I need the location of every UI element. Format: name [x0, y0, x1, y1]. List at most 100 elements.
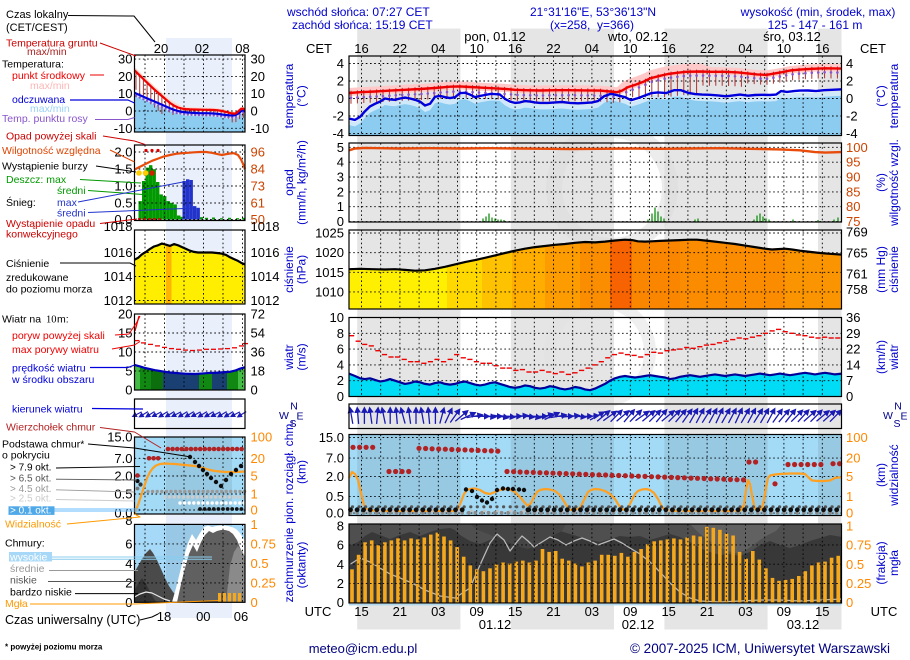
- svg-text:72: 72: [251, 307, 265, 322]
- svg-text:(mm Hg): (mm Hg): [874, 246, 888, 293]
- svg-text:UTC: UTC: [871, 604, 898, 619]
- svg-text:(%): (%): [874, 173, 888, 192]
- svg-text:S: S: [893, 418, 900, 430]
- svg-text:(hPa): (hPa): [295, 255, 309, 284]
- svg-text:2.0: 2.0: [114, 469, 132, 484]
- svg-text:75: 75: [846, 214, 860, 229]
- svg-text:konwekcyjnego: konwekcyjnego: [6, 229, 78, 241]
- svg-text:4: 4: [337, 155, 344, 170]
- svg-text:30: 30: [118, 52, 132, 67]
- svg-text:zachód słońca: 15:19 CET: zachód słońca: 15:19 CET: [292, 18, 433, 32]
- svg-text:0.5: 0.5: [326, 489, 344, 504]
- svg-text:16: 16: [354, 41, 368, 56]
- svg-text:1014: 1014: [251, 269, 280, 284]
- svg-text:8: 8: [337, 518, 344, 533]
- svg-text:(m/s): (m/s): [295, 343, 309, 370]
- svg-text:73: 73: [251, 179, 265, 194]
- svg-text:Czas lokalny: Czas lokalny: [6, 9, 69, 21]
- svg-text:36: 36: [846, 310, 860, 325]
- svg-text:4: 4: [125, 556, 132, 571]
- svg-text:(°C): (°C): [295, 85, 309, 106]
- svg-text:18: 18: [157, 609, 171, 624]
- svg-text:-2: -2: [332, 109, 344, 124]
- svg-text:0: 0: [251, 503, 258, 518]
- svg-text:03.12: 03.12: [787, 617, 820, 632]
- svg-text:8: 8: [337, 326, 344, 341]
- svg-text:5: 5: [251, 469, 258, 484]
- svg-text:0.25: 0.25: [251, 575, 276, 590]
- svg-text:4: 4: [337, 557, 344, 572]
- svg-text:0: 0: [337, 91, 344, 106]
- svg-text:8: 8: [125, 513, 132, 528]
- svg-text:(oktanty): (oktanty): [295, 542, 309, 589]
- svg-text:765: 765: [846, 246, 868, 261]
- svg-text:2: 2: [337, 373, 344, 388]
- svg-text:22: 22: [846, 342, 860, 357]
- svg-text:bardzo niskie: bardzo niskie: [10, 587, 72, 599]
- svg-text:21: 21: [393, 604, 407, 619]
- svg-text:Widzialność: Widzialność: [5, 519, 61, 531]
- svg-text:E: E: [900, 411, 907, 423]
- svg-text:15.0: 15.0: [319, 430, 344, 445]
- svg-text:100: 100: [846, 140, 868, 155]
- svg-text:1016: 1016: [251, 245, 280, 260]
- svg-text:0.5: 0.5: [114, 196, 132, 211]
- svg-text:-4: -4: [332, 126, 344, 141]
- svg-text:średnie: średnie: [10, 563, 45, 575]
- svg-text:2: 2: [337, 74, 344, 89]
- svg-text:1012: 1012: [104, 293, 133, 308]
- svg-text:wiatr: wiatr: [887, 344, 901, 370]
- svg-text:pon, 01.12: pon, 01.12: [464, 29, 525, 44]
- svg-text:758: 758: [846, 282, 868, 297]
- svg-text:2: 2: [337, 576, 344, 591]
- svg-text:Wierzchołek chmur: Wierzchołek chmur: [6, 422, 96, 434]
- svg-text:21: 21: [546, 604, 560, 619]
- svg-text:0.25: 0.25: [846, 576, 871, 591]
- svg-text:zachmurzenie: zachmurzenie: [282, 527, 296, 602]
- svg-text:odczuwana: odczuwana: [12, 94, 65, 106]
- svg-text:84: 84: [251, 162, 265, 177]
- svg-text:wysokie: wysokie: [9, 551, 48, 563]
- svg-text:95: 95: [846, 155, 860, 170]
- svg-text:N: N: [290, 401, 298, 413]
- svg-text:N: N: [894, 401, 902, 413]
- svg-text:04: 04: [738, 41, 752, 56]
- svg-text:punkt środkowy: punkt środkowy: [12, 70, 86, 82]
- svg-text:wilgotność wzgl.: wilgotność wzgl.: [887, 139, 901, 227]
- svg-text:5: 5: [125, 364, 132, 379]
- svg-text:21°31'16"E, 53°36'13"N: 21°31'16"E, 53°36'13"N: [530, 5, 656, 19]
- svg-text:10: 10: [46, 314, 57, 325]
- svg-text:0.75: 0.75: [846, 538, 871, 553]
- svg-text:zredukowane: zredukowane: [6, 272, 69, 284]
- svg-text:0: 0: [251, 104, 258, 119]
- svg-text:10: 10: [118, 86, 132, 101]
- svg-text:02.12: 02.12: [622, 617, 655, 632]
- svg-text:22: 22: [546, 41, 560, 56]
- svg-text:opad: opad: [282, 169, 296, 196]
- svg-text:10: 10: [330, 310, 344, 325]
- svg-text:ciśnienie: ciśnienie: [282, 246, 296, 293]
- svg-text:0: 0: [125, 595, 132, 610]
- svg-text:0.75: 0.75: [251, 536, 276, 551]
- svg-text:niskie: niskie: [10, 575, 37, 587]
- svg-text:22: 22: [700, 41, 714, 56]
- svg-text:30: 30: [251, 52, 265, 67]
- svg-text:769: 769: [846, 225, 868, 240]
- svg-text:10: 10: [251, 86, 265, 101]
- svg-text:średni: średni: [57, 208, 86, 220]
- svg-text:03: 03: [585, 604, 599, 619]
- svg-text:1015: 1015: [315, 265, 344, 280]
- svg-text:-10: -10: [114, 121, 133, 136]
- svg-text:6: 6: [337, 538, 344, 553]
- svg-text:2: 2: [337, 184, 344, 199]
- svg-text:0: 0: [251, 595, 258, 610]
- svg-text:7: 7: [846, 373, 853, 388]
- svg-text:1025: 1025: [315, 226, 344, 241]
- svg-text:temperatura: temperatura: [887, 63, 901, 128]
- svg-text:0: 0: [337, 389, 344, 404]
- svg-text:6: 6: [337, 342, 344, 357]
- svg-text:04: 04: [431, 41, 445, 56]
- svg-text:w środku obszaru: w środku obszaru: [11, 374, 94, 386]
- svg-text:10: 10: [118, 345, 132, 360]
- svg-text:Temperatura:: Temperatura:: [2, 59, 64, 71]
